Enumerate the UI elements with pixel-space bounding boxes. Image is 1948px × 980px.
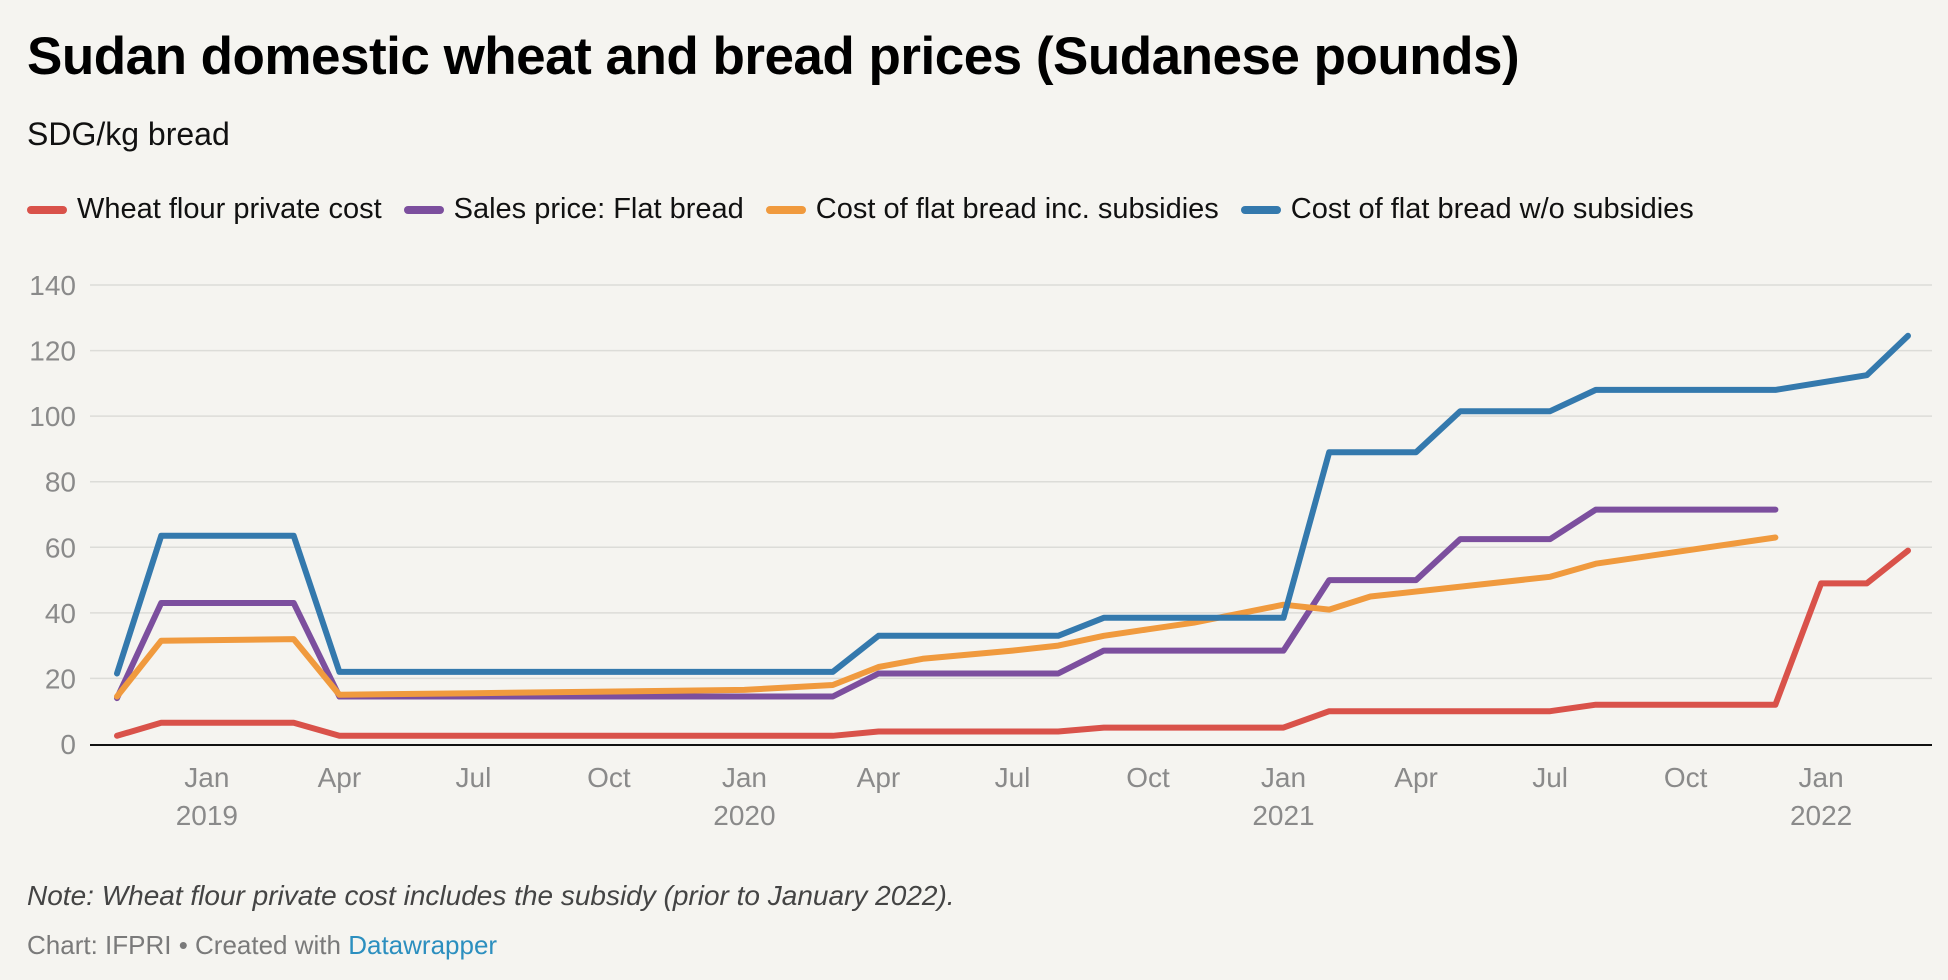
legend-item: Sales price: Flat bread bbox=[403, 193, 744, 226]
series-line bbox=[114, 547, 1911, 739]
y-axis: 0 20 40 60 80 100 120 140 bbox=[29, 270, 76, 760]
x-tick-year-label: 2019 bbox=[176, 800, 238, 831]
legend-label: Cost of flat bread inc. subsidies bbox=[815, 193, 1219, 225]
x-tick-year-label: 2021 bbox=[1252, 800, 1314, 831]
y-tick-label: 60 bbox=[45, 532, 76, 563]
line-chart: 0 20 40 60 80 100 120 140 Jan 2019 Apr Jul Oct Jan 20… bbox=[29, 270, 1932, 831]
x-tick-label: Oct bbox=[587, 762, 631, 793]
chart-note: Note: Wheat flour private cost includes … bbox=[27, 880, 955, 911]
legend-label: Wheat flour private cost bbox=[77, 193, 382, 225]
x-tick-label: Jan bbox=[1261, 762, 1306, 793]
legend-item: Cost of flat bread inc. subsidies bbox=[765, 193, 1219, 226]
x-tick-label: Oct bbox=[1664, 762, 1708, 793]
y-tick-label: 140 bbox=[29, 270, 76, 301]
x-tick-label: Jul bbox=[995, 762, 1031, 793]
y-tick-label: 0 bbox=[60, 729, 76, 760]
source-text: Chart: IFPRI • Created with bbox=[27, 930, 349, 960]
legend-swatch bbox=[765, 205, 806, 214]
x-tick-label: Jan bbox=[184, 762, 229, 793]
x-tick-label: Apr bbox=[1394, 762, 1438, 793]
x-tick-year-label: 2022 bbox=[1790, 800, 1852, 831]
x-tick-label: Oct bbox=[1126, 762, 1170, 793]
legend-label: Cost of flat bread w/o subsidies bbox=[1290, 193, 1694, 225]
legend-label: Sales price: Flat bread bbox=[453, 193, 744, 225]
legend: Wheat flour private cost Sales price: Fl… bbox=[27, 193, 1716, 226]
legend-swatch bbox=[27, 205, 67, 214]
y-tick-label: 20 bbox=[45, 663, 76, 694]
x-tick-label: Apr bbox=[857, 762, 901, 793]
chart-source: Chart: IFPRI • Created with Datawrapper bbox=[27, 930, 497, 961]
datawrapper-link[interactable]: Datawrapper bbox=[348, 930, 498, 960]
legend-item: Cost of flat bread w/o subsidies bbox=[1240, 193, 1694, 226]
y-tick-label: 40 bbox=[45, 598, 76, 629]
legend-item: Wheat flour private cost bbox=[27, 193, 382, 226]
y-tick-label: 100 bbox=[29, 401, 76, 432]
x-tick-label: Jan bbox=[722, 762, 767, 793]
legend-swatch bbox=[1240, 205, 1281, 214]
y-tick-label: 120 bbox=[29, 336, 76, 367]
legend-swatch bbox=[403, 205, 444, 214]
x-tick-label: Jul bbox=[1532, 762, 1568, 793]
chart-subtitle: SDG/kg bread bbox=[27, 116, 230, 152]
series-line bbox=[114, 332, 1911, 677]
y-tick-label: 80 bbox=[45, 467, 76, 498]
x-tick-label: Jul bbox=[456, 762, 492, 793]
x-axis: Jan 2019 Apr Jul Oct Jan 2020 Apr Jul Oct Jan 2021 A… bbox=[176, 762, 1853, 831]
series-line bbox=[114, 534, 1779, 700]
grid bbox=[90, 284, 1932, 680]
x-tick-label: Jan bbox=[1799, 762, 1844, 793]
series-lines bbox=[114, 332, 1911, 739]
chart-title: Sudan domestic wheat and bread prices (S… bbox=[27, 27, 1520, 86]
series-line bbox=[114, 506, 1779, 702]
x-tick-year-label: 2020 bbox=[713, 800, 775, 831]
x-tick-label: Apr bbox=[318, 762, 362, 793]
